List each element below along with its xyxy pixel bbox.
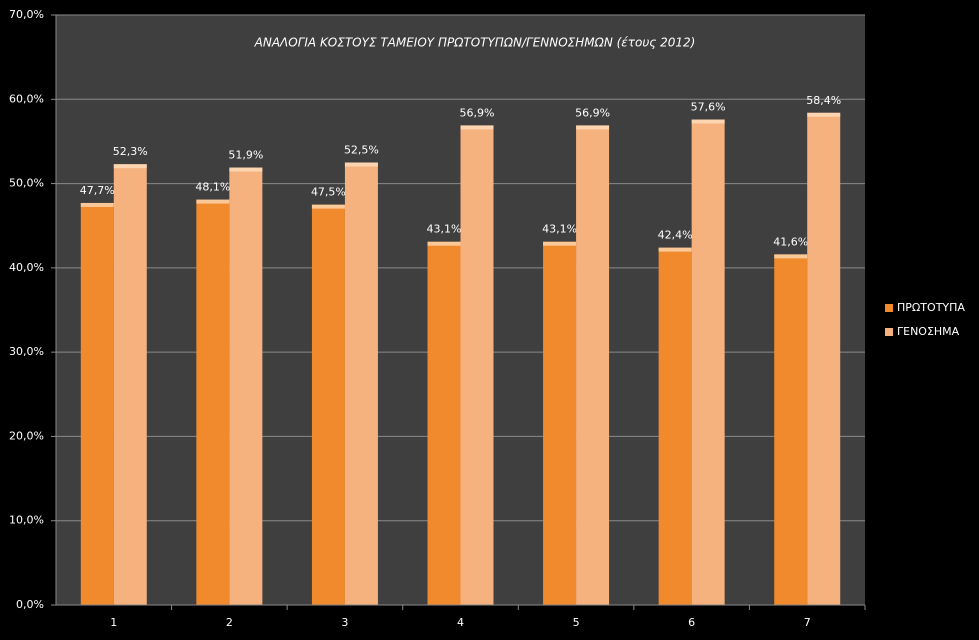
data-label: 56,9%: [460, 106, 495, 119]
data-label: 47,7%: [80, 184, 115, 197]
x-tick-label: 6: [688, 616, 695, 629]
bar-cap: [543, 241, 577, 246]
data-label: 52,3%: [113, 145, 148, 158]
bar: [691, 119, 725, 605]
bar: [576, 125, 610, 606]
x-tick-label: 3: [341, 616, 348, 629]
data-label: 51,9%: [228, 149, 263, 162]
bar: [807, 112, 841, 606]
bar: [344, 162, 378, 605]
bar: [229, 167, 263, 606]
y-tick-label: 0,0%: [16, 598, 44, 611]
x-tick-label: 7: [804, 616, 811, 629]
chart-title: ΑΝΑΛΟΓΙΑ ΚΟΣΤΟΥΣ ΤΑΜΕΙΟΥ ΠΡΩΤΟΤΥΠΩΝ/ΓΕΝΝ…: [254, 36, 696, 50]
y-tick-label: 40,0%: [9, 261, 44, 274]
data-label: 47,5%: [311, 186, 346, 199]
legend-swatch: [885, 304, 893, 312]
bar: [774, 254, 808, 605]
data-label: 43,1%: [427, 223, 462, 236]
y-tick-label: 10,0%: [9, 514, 44, 527]
legend-label: ΓΕΝΟΣΗΜΑ: [897, 325, 960, 338]
bar-cap: [427, 241, 461, 246]
bar: [460, 125, 494, 606]
bar: [80, 202, 114, 605]
y-tick-label: 20,0%: [9, 429, 44, 442]
bar-cap: [311, 204, 345, 209]
data-label: 48,1%: [195, 181, 230, 194]
bar-cap: [576, 125, 610, 130]
y-tick-label: 50,0%: [9, 177, 44, 190]
data-label: 52,5%: [344, 144, 379, 157]
bar: [543, 241, 577, 605]
bar: [196, 199, 230, 606]
bar-cap: [344, 162, 378, 167]
x-tick-label: 1: [110, 616, 117, 629]
bar-cap: [80, 202, 114, 207]
bar: [658, 247, 692, 605]
bar-cap: [229, 167, 263, 172]
bar-cap: [460, 125, 494, 130]
data-label: 41,6%: [773, 235, 808, 248]
data-label: 56,9%: [575, 106, 610, 119]
y-tick-label: 30,0%: [9, 345, 44, 358]
data-label: 58,4%: [806, 94, 841, 107]
y-tick-label: 60,0%: [9, 92, 44, 105]
bar-cap: [691, 119, 725, 124]
bar: [113, 164, 147, 605]
x-tick-label: 2: [226, 616, 233, 629]
bar-cap: [196, 199, 230, 204]
x-tick-label: 4: [457, 616, 464, 629]
bar-cap: [113, 164, 147, 169]
data-label: 42,4%: [658, 229, 693, 242]
bar-cap: [658, 247, 692, 252]
bar: [311, 204, 345, 605]
bar-cap: [807, 112, 841, 117]
y-tick-label: 70,0%: [9, 8, 44, 21]
data-label: 43,1%: [542, 223, 577, 236]
bar-cap: [774, 254, 808, 259]
legend-swatch: [885, 328, 893, 336]
legend-label: ΠΡΩΤΟΤΥΠΑ: [897, 301, 965, 314]
data-label: 57,6%: [691, 101, 726, 114]
x-tick-label: 5: [573, 616, 580, 629]
bar: [427, 241, 461, 605]
